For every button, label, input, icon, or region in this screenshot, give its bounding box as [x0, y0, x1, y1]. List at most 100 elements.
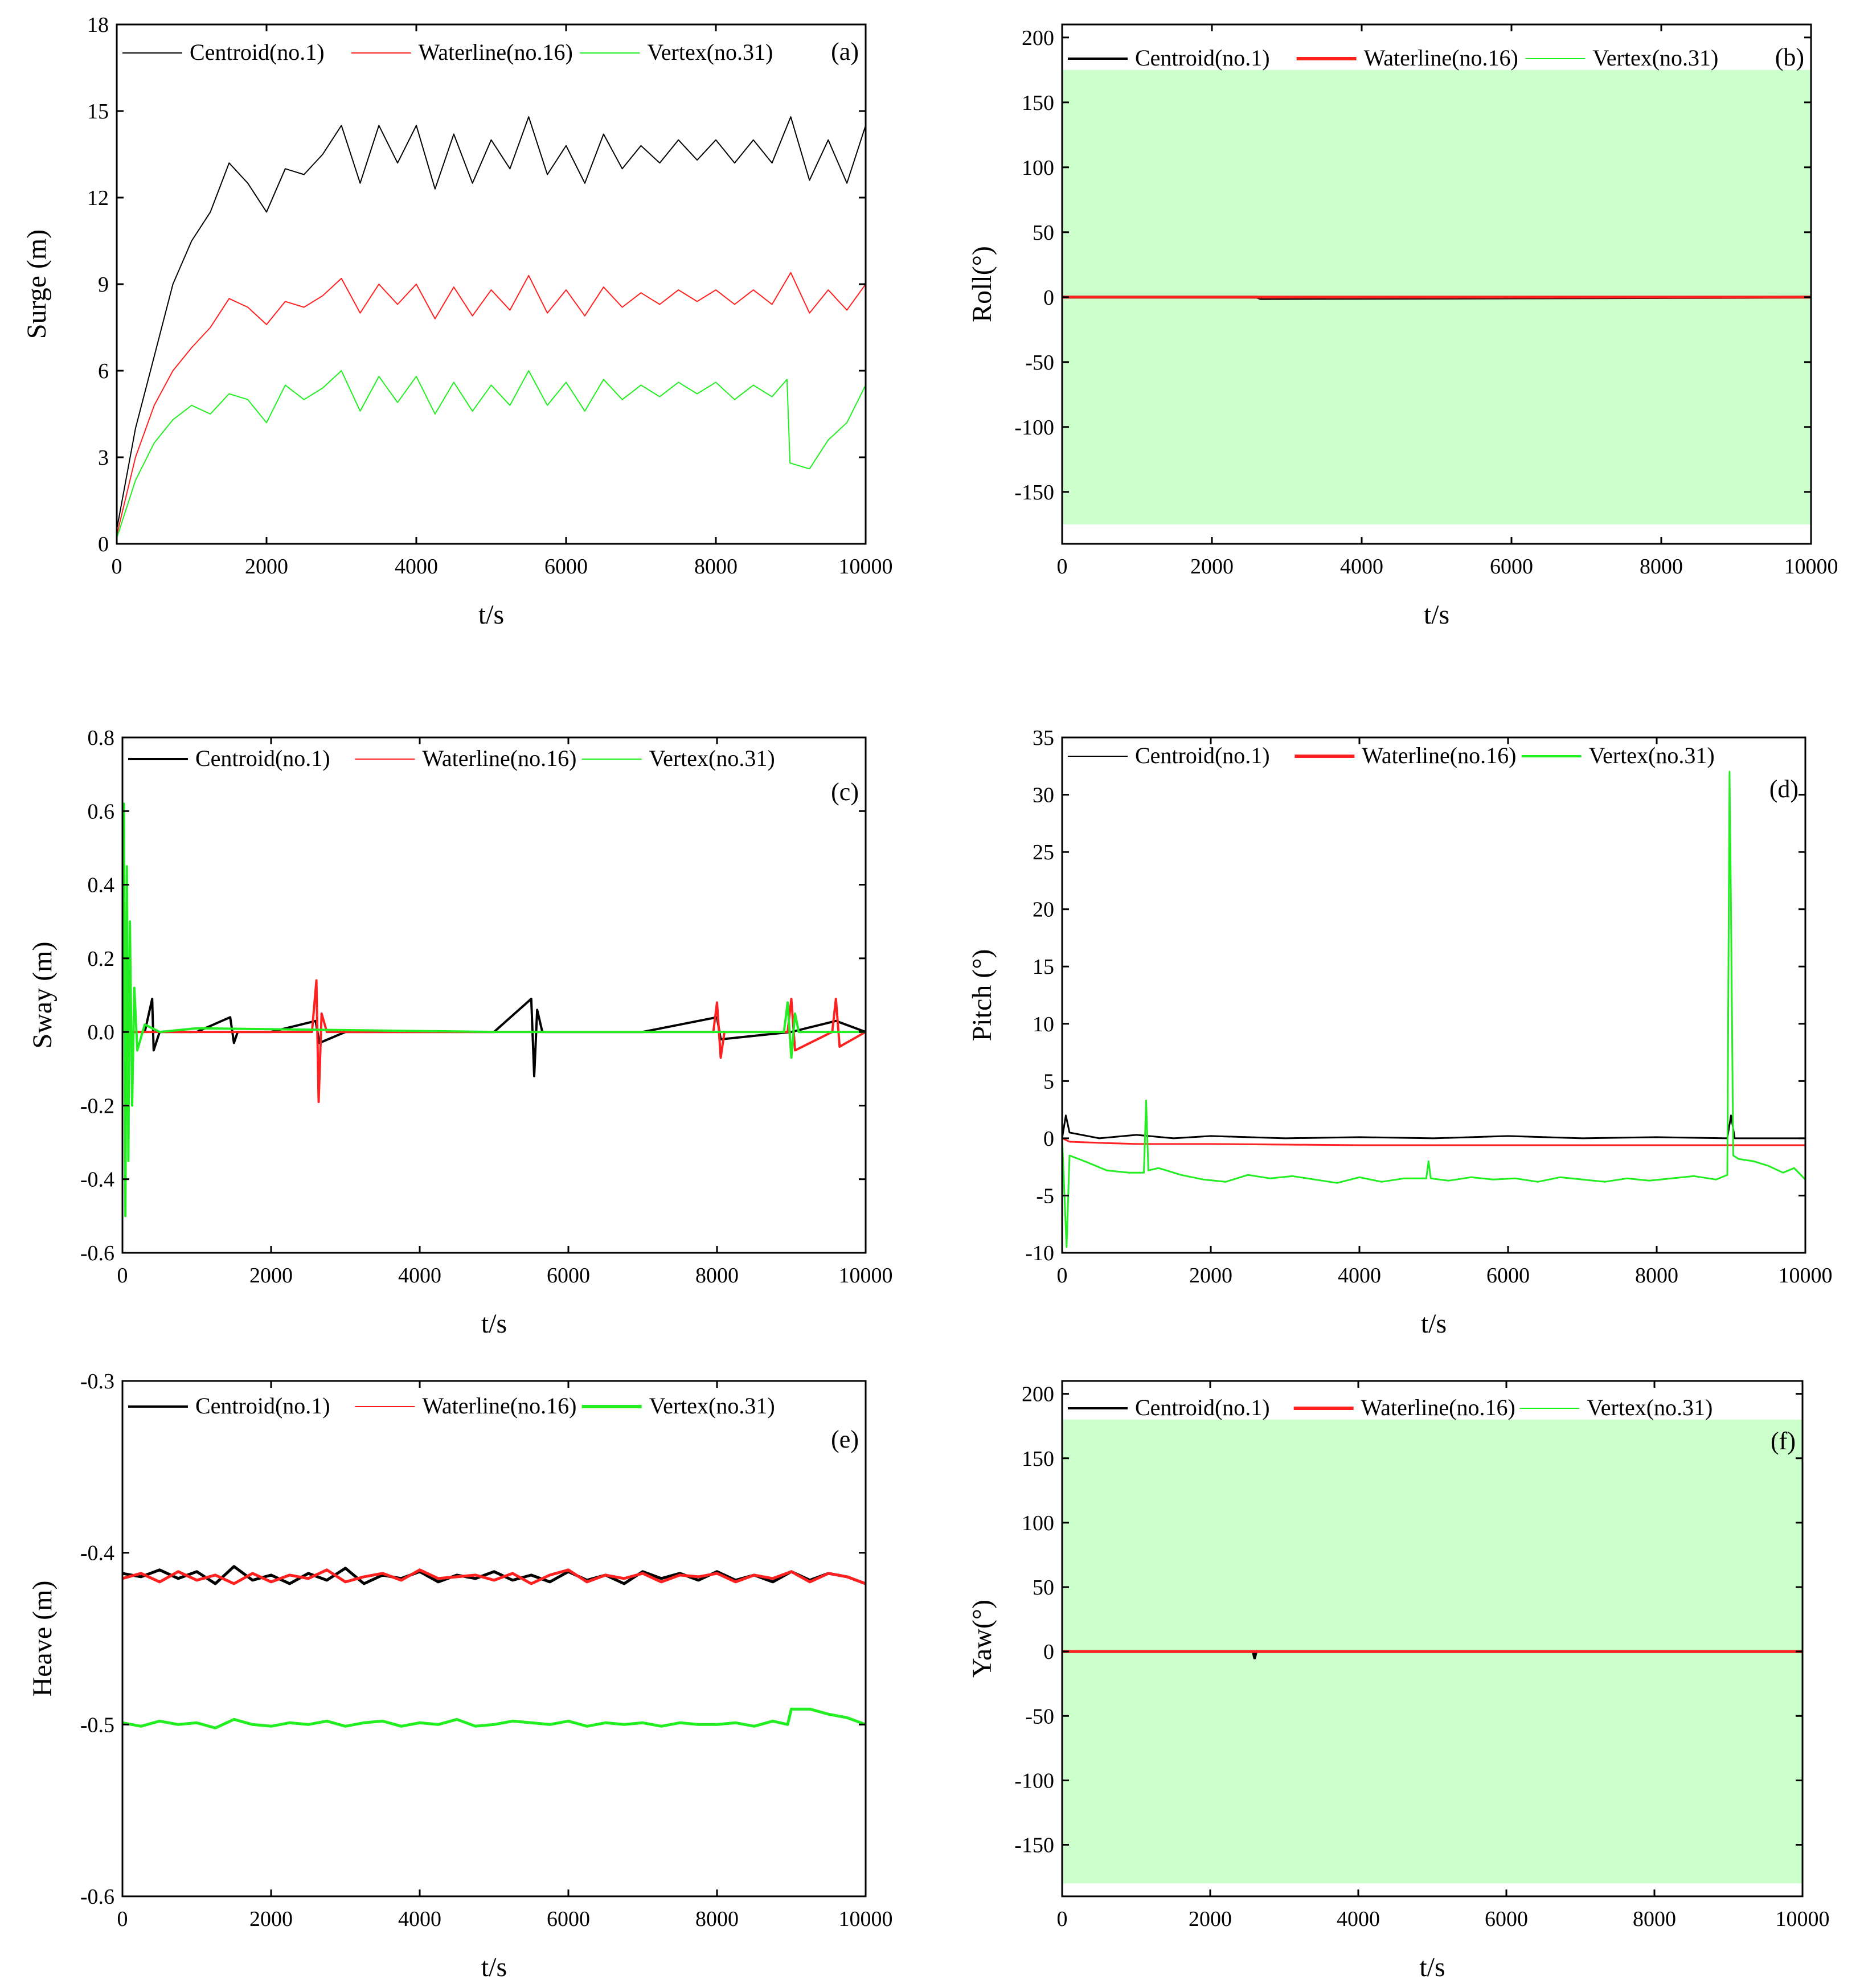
- axes-frame-a: [116, 23, 867, 545]
- panel-label-b: (b): [1775, 43, 1804, 71]
- legend-label-2: Vertex(no.31): [1587, 1395, 1713, 1420]
- x-tick-label: 6000: [547, 1907, 590, 1931]
- x-tick-label: 10000: [839, 1264, 893, 1288]
- x-tick-label: 8000: [1635, 1264, 1678, 1288]
- plot-area-d: [1062, 770, 1805, 1248]
- x-tick-label: 10000: [1784, 555, 1838, 579]
- legend-label-1: Waterline(no.16): [422, 745, 576, 771]
- plot-area-c: [122, 802, 866, 1218]
- x-tick-label: 4000: [1340, 555, 1383, 579]
- x-tick-label: 2000: [249, 1264, 293, 1288]
- legend-label-2: Vertex(no.31): [649, 745, 775, 771]
- series-line-d-2: [1062, 770, 1805, 1248]
- axes-frame-f: [1061, 1380, 1804, 1897]
- x-tick-label: 8000: [695, 1907, 739, 1931]
- x-tick-label: 10000: [1776, 1907, 1830, 1931]
- legend-label-1: Waterline(no.16): [422, 1393, 576, 1419]
- series-line-a-1: [117, 272, 866, 536]
- x-tick-label: 6000: [1486, 1264, 1530, 1288]
- x-tick-label: 10000: [839, 1907, 893, 1931]
- y-tick-label: 0: [1043, 286, 1054, 310]
- y-tick-label: -0.6: [80, 1885, 114, 1909]
- y-axis-title-b: Roll(°): [967, 246, 997, 322]
- x-tick-label: 0: [1057, 555, 1068, 579]
- x-axis-title-f: t/s: [1419, 1952, 1445, 1982]
- x-tick-label: 8000: [1633, 1907, 1676, 1931]
- panel-f: 0 2000 4000 6000 8000 10000 -150 -100 -50 0 50 100 1…: [967, 1380, 1830, 1982]
- x-tick-label: 2000: [245, 555, 288, 579]
- legend-a: Centroid(no.1) Waterline(no.16) Vertex(no.…: [122, 39, 773, 65]
- y-tick-label: 50: [1033, 221, 1054, 245]
- x-tick-label: 6000: [544, 555, 588, 579]
- y-tick-label: -0.3: [80, 1370, 114, 1393]
- x-tick-label: 2000: [1189, 1907, 1232, 1931]
- axes-frame-b: [1061, 23, 1812, 545]
- y-tick-label: 30: [1033, 784, 1054, 808]
- x-tick-label: 4000: [1338, 1264, 1381, 1288]
- legend-label-0: Centroid(no.1): [190, 39, 325, 65]
- x-tick-label: 6000: [1485, 1907, 1528, 1931]
- y-tick-label: 15: [87, 100, 109, 124]
- panel-c: 0 2000 4000 6000 8000 10000 -0.6 -0.4 -0.2 0.0 0.2…: [27, 726, 893, 1339]
- legend-label-0: Centroid(no.1): [1135, 1395, 1270, 1420]
- series-line-e-2: [122, 1707, 866, 1729]
- y-tick-label: 15: [1033, 955, 1054, 979]
- x-tick-label: 8000: [695, 1264, 739, 1288]
- y-axis-title-c: Sway (m): [27, 942, 58, 1049]
- legend-e: Centroid(no.1) Waterline(no.16) Vertex(no.…: [128, 1393, 775, 1419]
- axes-frame-c: [121, 736, 867, 1254]
- plot-area-b: [1062, 69, 1811, 524]
- x-tick-label: 0: [1057, 1907, 1068, 1931]
- panel-label-e: (e): [831, 1425, 859, 1453]
- y-axis-title-a: Surge (m): [22, 229, 52, 339]
- x-tick-label: 0: [117, 1264, 128, 1288]
- series-line-a-2: [117, 370, 866, 539]
- x-axis-title-b: t/s: [1424, 600, 1449, 630]
- x-axis-title-d: t/s: [1421, 1309, 1447, 1339]
- y-tick-label: 6: [98, 359, 109, 383]
- y-tick-label: 0.0: [88, 1020, 115, 1044]
- x-tick-label: 4000: [398, 1907, 441, 1931]
- legend-label-0: Centroid(no.1): [1135, 743, 1270, 768]
- legend-label-1: Waterline(no.16): [419, 39, 573, 65]
- x-tick-label: 8000: [694, 555, 738, 579]
- y-tick-label: 0.4: [88, 874, 115, 897]
- axes-frame-d: [1061, 736, 1806, 1254]
- legend-label-0: Centroid(no.1): [1135, 45, 1270, 71]
- y-tick-label: 5: [1043, 1069, 1054, 1093]
- plot-area-e: [122, 1565, 866, 1729]
- y-tick-label: -0.6: [80, 1241, 114, 1265]
- y-tick-label: -50: [1025, 1704, 1054, 1728]
- panel-label-d: (d): [1769, 775, 1799, 803]
- y-tick-label: -150: [1014, 1834, 1054, 1858]
- y-tick-label: -0.4: [80, 1542, 114, 1565]
- y-tick-label: 100: [1022, 1511, 1054, 1535]
- legend-label-0: Centroid(no.1): [195, 745, 330, 771]
- y-tick-label: 3: [98, 446, 109, 470]
- legend-label-1: Waterline(no.16): [1364, 45, 1518, 71]
- legend-label-1: Waterline(no.16): [1362, 743, 1516, 768]
- y-axis-title-d: Pitch (°): [967, 949, 997, 1042]
- x-tick-label: 0: [117, 1907, 128, 1931]
- y-tick-label: 200: [1022, 26, 1054, 50]
- y-tick-label: 0.2: [88, 947, 115, 971]
- legend-f: Centroid(no.1) Waterline(no.16) Vertex(no.…: [1068, 1395, 1713, 1420]
- y-tick-label: 200: [1022, 1383, 1054, 1407]
- y-tick-label: 20: [1033, 898, 1054, 922]
- legend-label-0: Centroid(no.1): [195, 1393, 330, 1419]
- y-tick-label: 9: [98, 273, 109, 297]
- x-tick-label: 4000: [395, 555, 438, 579]
- y-tick-label: -0.2: [80, 1094, 114, 1118]
- y-tick-label: 0: [98, 532, 109, 556]
- series-line-d-1: [1062, 1137, 1805, 1146]
- x-tick-label: 2000: [249, 1907, 293, 1931]
- y-tick-label: 50: [1033, 1576, 1054, 1600]
- panel-a: 0 2000 4000 6000 8000 10000 0 3 6 9 12 15 18 t/s Surge…: [22, 13, 893, 630]
- legend-label-2: Vertex(no.31): [1589, 743, 1715, 768]
- y-tick-label: 12: [87, 186, 109, 210]
- x-tick-label: 6000: [1490, 555, 1533, 579]
- y-axis-title-f: Yaw(°): [967, 1600, 997, 1678]
- y-tick-label: -0.5: [80, 1713, 114, 1737]
- y-tick-label: 35: [1033, 726, 1054, 750]
- plot-area-a: [117, 116, 866, 539]
